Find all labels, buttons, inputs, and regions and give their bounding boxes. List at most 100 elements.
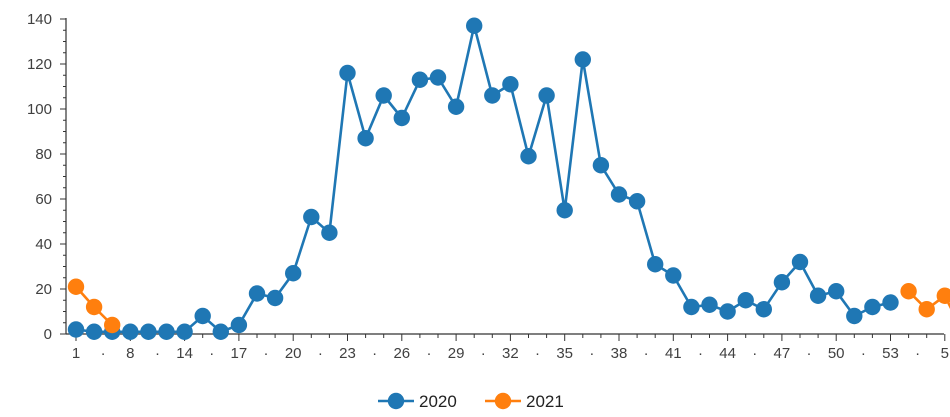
data-point-2020: [447, 98, 465, 115]
x-tick-separator: ·: [861, 345, 866, 362]
data-point-2020: [321, 224, 338, 241]
data-point-2020: [212, 323, 229, 340]
data-point-2020: [610, 186, 628, 203]
data-point-2020: [683, 298, 700, 316]
x-tick-label: 41: [665, 345, 682, 362]
axes-layer: 0 20 40 60 80 100 120 140 1 · 8 · 14 · 17 · 20 · 23 · 26 · 29 ·…: [27, 11, 949, 362]
data-point-2020: [466, 17, 483, 34]
y-tick-label: 40: [35, 236, 52, 253]
data-point-2020: [375, 87, 392, 104]
data-point-2020: [502, 76, 519, 93]
data-point-2021: [900, 283, 917, 300]
data-point-2021: [67, 278, 85, 295]
data-point-2021: [85, 298, 103, 316]
legend-label-2021: 2021: [526, 392, 564, 411]
series-line-2020: [75, 24, 891, 334]
data-point-2020: [846, 307, 863, 325]
data-point-2020: [828, 283, 845, 300]
legend: 2020 2021: [378, 392, 564, 411]
data-point-2020: [393, 109, 410, 127]
x-tick-separator: ·: [481, 345, 486, 362]
x-tick-label: 5: [941, 345, 949, 362]
x-tick-separator: ·: [589, 345, 594, 362]
x-tick-separator: ·: [807, 345, 812, 362]
x-tick-label: 44: [719, 345, 736, 362]
data-point-2020: [628, 193, 646, 210]
x-tick-label: 14: [176, 345, 193, 362]
data-point-2020: [248, 285, 266, 302]
data-point-2020: [357, 130, 374, 147]
x-tick-label: 8: [126, 345, 134, 362]
y-tick-label: 100: [27, 101, 52, 118]
y-tick-label: 140: [27, 11, 52, 28]
x-tick-label: 20: [285, 345, 302, 362]
data-point-2020: [574, 51, 591, 68]
data-point-2020: [592, 157, 610, 174]
data-point-2020: [122, 323, 139, 340]
x-tick-label: 38: [611, 345, 628, 362]
data-point-2020: [429, 69, 447, 86]
x-tick-label: 23: [339, 345, 356, 362]
data-point-2020: [665, 267, 682, 284]
data-point-2020: [266, 289, 284, 307]
data-point-2020: [339, 64, 356, 82]
data-point-2020: [140, 323, 157, 340]
y-tick-label: 120: [27, 56, 52, 73]
data-point-2020: [484, 87, 501, 104]
x-tick-separator: ·: [155, 345, 160, 362]
x-tick-separator: ·: [372, 345, 377, 362]
x-tick-separator: ·: [535, 345, 540, 362]
data-point-2020: [773, 274, 791, 291]
x-tick-separator: ·: [426, 345, 431, 362]
x-tick-separator: ·: [644, 345, 649, 362]
y-tick-label: 60: [35, 191, 52, 208]
data-point-2020: [809, 287, 827, 304]
x-tick-label: 53: [882, 345, 899, 362]
data-point-2020: [701, 296, 718, 313]
x-tick-separator: ·: [318, 345, 323, 362]
data-point-2020: [864, 298, 881, 316]
data-point-2020: [755, 301, 772, 318]
data-point-2020: [520, 148, 537, 165]
x-tick-label: 50: [828, 345, 845, 362]
data-point-2020: [556, 202, 573, 219]
y-tick-label: 80: [35, 146, 52, 163]
legend-marker-2021: [494, 392, 512, 410]
data-point-2020: [285, 265, 302, 282]
x-tick-separator: ·: [698, 345, 703, 362]
x-tick-separator: ·: [209, 345, 214, 362]
data-point-2020: [158, 323, 175, 340]
x-tick-label: 26: [393, 345, 410, 362]
data-point-2020: [194, 307, 211, 325]
legend-marker-2020: [387, 392, 405, 410]
data-point-2020: [411, 71, 429, 88]
legend-label-2020: 2020: [419, 392, 457, 411]
x-tick-separator: ·: [915, 345, 920, 362]
x-tick-label: 1: [72, 345, 80, 362]
data-point-2021: [936, 287, 950, 304]
y-tick-label: 0: [44, 326, 52, 343]
data-point-2020: [538, 87, 555, 104]
series-line-2021: [907, 290, 950, 311]
x-tick-label: 29: [448, 345, 465, 362]
x-tick-label: 35: [556, 345, 573, 362]
x-tick-label: 32: [502, 345, 519, 362]
x-tick-separator: ·: [264, 345, 269, 362]
x-tick-label: 17: [231, 345, 248, 362]
data-point-2020: [647, 256, 664, 273]
data-point-2020: [882, 294, 899, 311]
series-lines: [75, 24, 950, 334]
x-tick-label: 47: [774, 345, 791, 362]
data-point-2020: [176, 323, 193, 340]
series-points: [67, 17, 950, 340]
data-point-2020: [737, 292, 754, 309]
data-point-2021: [918, 301, 935, 318]
data-point-2021: [104, 316, 121, 334]
data-point-2020: [67, 321, 85, 338]
x-tick-separator: ·: [752, 345, 757, 362]
data-point-2020: [230, 316, 248, 334]
data-point-2020: [85, 323, 103, 340]
data-point-2020: [303, 208, 320, 226]
